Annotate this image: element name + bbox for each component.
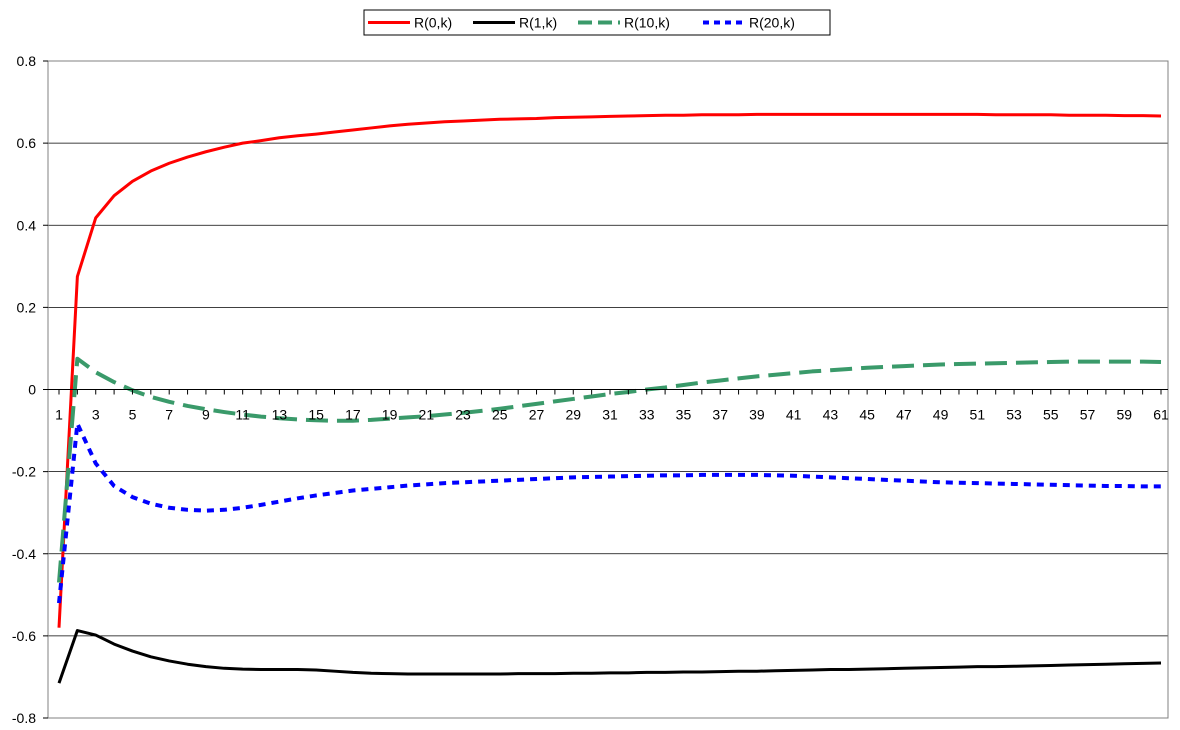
y-axis-ticks: -0.8 -0.6 -0.4 -0.2 0 0.2 0.4 0.6 0.8: [12, 53, 48, 726]
x-tick-label: 23: [455, 407, 471, 423]
x-tick-label: 3: [92, 407, 100, 423]
legend-label: R(10,k): [624, 15, 670, 31]
x-tick-label: 37: [712, 407, 728, 423]
x-tick-label: 51: [970, 407, 986, 423]
x-tick-label: 35: [676, 407, 692, 423]
y-tick-label: -0.8: [12, 710, 36, 726]
y-tick-label: -0.6: [12, 628, 36, 644]
series-layer: [57, 112, 1162, 684]
x-tick-label: 41: [786, 407, 802, 423]
x-axis-ticks: 1 3 5 7 9 11 13 15 17 19 21 23 25 27 29 31 33 35 37 39 41 43 4…: [55, 389, 1169, 423]
x-tick-label: 47: [896, 407, 912, 423]
series-line: [57, 421, 1161, 604]
legend: R(0,k) R(1,k) R(10,k) R(20,k): [363, 9, 831, 36]
y-tick-label: 0: [28, 382, 36, 398]
x-tick-label: 61: [1153, 407, 1169, 423]
x-tick-label: 33: [639, 407, 655, 423]
x-tick-label: 17: [345, 407, 361, 423]
y-tick-label: 0.6: [17, 135, 37, 151]
x-tick-label: 49: [933, 407, 949, 423]
x-tick-label: 53: [1006, 407, 1022, 423]
x-tick-label: 13: [272, 407, 288, 423]
x-tick-label: 45: [859, 407, 875, 423]
x-tick-label: 11: [235, 407, 250, 423]
legend-label: R(0,k): [414, 15, 452, 31]
x-tick-label: 57: [1080, 407, 1096, 423]
y-tick-label: -0.4: [12, 546, 36, 562]
x-tick-label: 15: [308, 407, 324, 423]
x-tick-label: 59: [1116, 407, 1132, 423]
legend-box: [363, 9, 831, 36]
x-tick-label: 19: [382, 407, 398, 423]
x-tick-label: 21: [419, 407, 435, 423]
y-tick-label: 0.2: [17, 299, 37, 315]
series-line: [57, 112, 1162, 628]
x-tick-label: 9: [202, 407, 210, 423]
x-tick-label: 25: [492, 407, 508, 423]
legend-label: R(20,k): [749, 15, 795, 31]
x-tick-label: 39: [749, 407, 765, 423]
x-tick-label: 7: [165, 407, 173, 423]
x-tick-label: 27: [529, 407, 545, 423]
x-tick-label: 1: [55, 407, 63, 423]
x-tick-label: 55: [1043, 407, 1059, 423]
x-tick-label: 5: [129, 407, 137, 423]
legend-label: R(1,k): [519, 15, 557, 31]
series-line: [57, 629, 1162, 684]
x-tick-label: 43: [823, 407, 839, 423]
y-tick-label: 0.4: [17, 217, 37, 233]
y-tick-label: -0.2: [12, 464, 36, 480]
y-tick-label: 0.8: [17, 53, 37, 69]
x-tick-label: 29: [565, 407, 581, 423]
x-tick-label: 31: [602, 407, 618, 423]
